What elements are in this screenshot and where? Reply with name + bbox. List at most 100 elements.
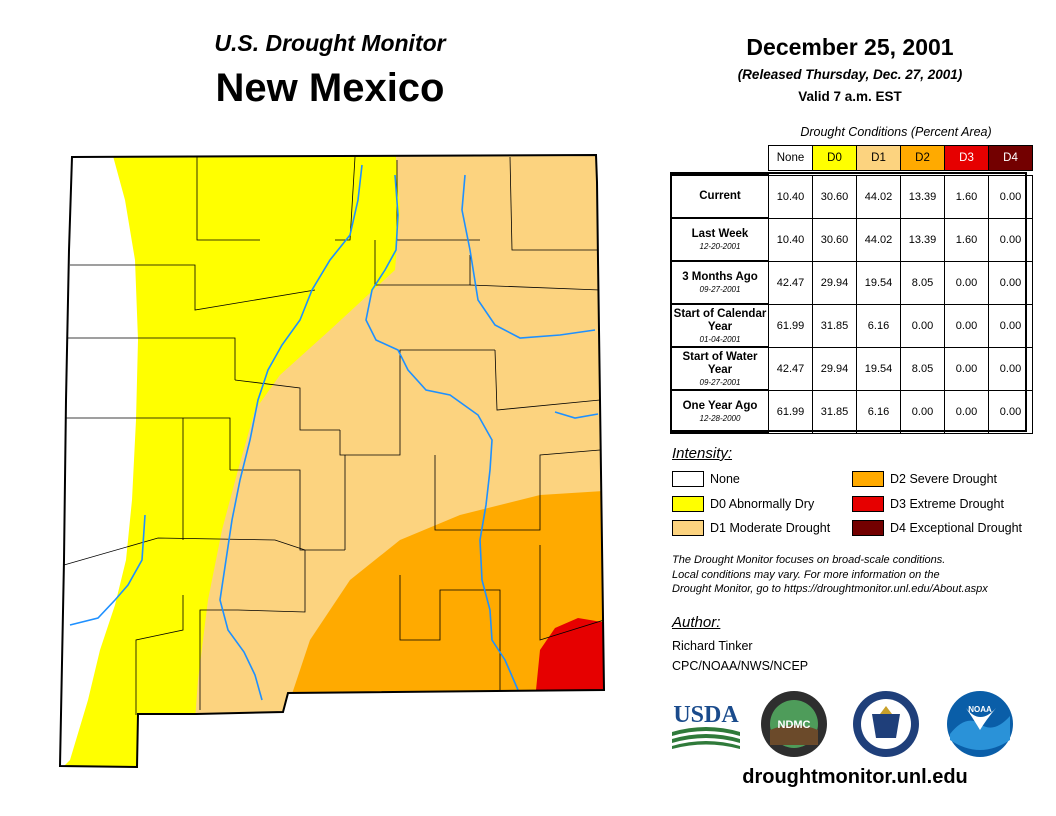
rivers bbox=[69, 164, 599, 701]
legend-label: D4 Exceptional Drought bbox=[890, 521, 1023, 535]
legend-item-d0: D0 Abnormally Dry bbox=[672, 496, 814, 512]
legend-label: None bbox=[710, 472, 740, 486]
ndmc-logo-text: NDMC bbox=[778, 719, 811, 731]
table-row: Last Week 12-20-2001 10.40 30.60 44.02 13… bbox=[670, 217, 1033, 262]
table-cell: 30.60 bbox=[812, 174, 857, 219]
table-cell: 0.00 bbox=[988, 389, 1033, 434]
row-label: Last Week bbox=[691, 228, 749, 240]
footer-url[interactable]: droughtmonitor.unl.edu bbox=[742, 766, 968, 788]
legend-item-d3: D3 Extreme Drought bbox=[852, 496, 1004, 512]
legend-item-d4: D4 Exceptional Drought bbox=[852, 520, 1022, 536]
table-cell: 44.02 bbox=[856, 174, 901, 219]
legend-swatch bbox=[672, 471, 704, 487]
table-cell: 13.39 bbox=[900, 217, 945, 262]
legend-swatch bbox=[852, 520, 884, 536]
noaa-logo-text: NOAA bbox=[968, 705, 992, 714]
table-cell: 0.00 bbox=[988, 346, 1033, 391]
legend-label: D2 Severe Drought bbox=[890, 472, 998, 486]
table-cell: 1.60 bbox=[944, 217, 989, 262]
table-row: One Year Ago 12-28-2000 61.99 31.85 6.16 … bbox=[670, 389, 1033, 434]
legend-swatch bbox=[672, 520, 704, 536]
d2-area bbox=[290, 490, 604, 700]
table-header-row: None D0 D1 D2 D3 D4 bbox=[671, 145, 1033, 171]
table-cell: 0.00 bbox=[944, 346, 989, 391]
ndmc-logo: NDMC bbox=[761, 691, 827, 757]
legend-swatch bbox=[672, 496, 704, 512]
row-label: 3 Months Ago bbox=[682, 271, 758, 283]
legend-label: D0 Abnormally Dry bbox=[710, 497, 815, 511]
table-row: 3 Months Ago 09-27-2001 42.47 29.94 19.54… bbox=[670, 260, 1033, 305]
col-header-d4: D4 bbox=[988, 145, 1033, 171]
row-label: Start of Water Year bbox=[682, 350, 758, 376]
table-cell: 0.00 bbox=[944, 389, 989, 434]
table-cell: 44.02 bbox=[856, 217, 901, 262]
map-title: New Mexico bbox=[215, 66, 445, 110]
col-header-d3: D3 bbox=[944, 145, 989, 171]
table-cell: 0.00 bbox=[988, 303, 1033, 348]
row-date: 09-27-2001 bbox=[699, 377, 741, 387]
legend-item-d1: D1 Moderate Drought bbox=[672, 520, 830, 536]
col-header-d1: D1 bbox=[856, 145, 901, 171]
table-cell: 29.94 bbox=[812, 260, 857, 305]
table-cell: 0.00 bbox=[944, 260, 989, 305]
table-cell: 19.54 bbox=[856, 346, 901, 391]
table-cell: 13.39 bbox=[900, 174, 945, 219]
col-header-d0: D0 bbox=[812, 145, 857, 171]
table-cell: 1.60 bbox=[944, 174, 989, 219]
table-cell: 8.05 bbox=[900, 346, 945, 391]
table-cell: 29.94 bbox=[812, 346, 857, 391]
table-cell: 8.05 bbox=[900, 260, 945, 305]
author-block: Richard Tinker CPC/NOAA/NWS/NCEP bbox=[672, 636, 808, 676]
legend-item-d2: D2 Severe Drought bbox=[852, 471, 997, 487]
legend-title: Intensity: bbox=[672, 445, 733, 462]
author-title: Author: bbox=[672, 614, 721, 631]
table-cell: 0.00 bbox=[988, 174, 1033, 219]
table-cell: 0.00 bbox=[944, 303, 989, 348]
doc-seal-logo bbox=[853, 691, 919, 757]
none-area bbox=[60, 155, 138, 767]
legend-item-none: None bbox=[672, 471, 740, 487]
table-cell: 10.40 bbox=[768, 174, 813, 219]
valid-time: Valid 7 a.m. EST bbox=[798, 89, 902, 104]
table-cell: 31.85 bbox=[812, 389, 857, 434]
row-date: 12-20-2001 bbox=[699, 242, 741, 251]
usda-logo-text: USDA bbox=[673, 702, 739, 728]
usda-logo: USDA bbox=[672, 702, 740, 749]
monitor-note: The Drought Monitor focuses on broad-sca… bbox=[672, 554, 988, 595]
table-cell: 61.99 bbox=[768, 389, 813, 434]
drought-conditions-table: None D0 D1 D2 D3 D4 Current 10.40 30.60 … bbox=[670, 145, 1033, 434]
table-row: Start of Water Year 09-27-2001 42.47 29.9… bbox=[670, 346, 1033, 391]
col-header-none: None bbox=[768, 145, 813, 171]
author-org: CPC/NOAA/NWS/NCEP bbox=[672, 659, 809, 673]
legend-label: D1 Moderate Drought bbox=[710, 521, 831, 535]
table-row: Current 10.40 30.60 44.02 13.39 1.60 0.0… bbox=[670, 174, 1033, 219]
map-date: December 25, 2001 bbox=[746, 34, 954, 60]
table-cell: 31.85 bbox=[812, 303, 857, 348]
row-date: 09-27-2001 bbox=[699, 285, 741, 294]
table-cell: 30.60 bbox=[812, 217, 857, 262]
table-cell: 0.00 bbox=[988, 217, 1033, 262]
table-cell: 61.99 bbox=[768, 303, 813, 348]
row-date: 01-04-2001 bbox=[699, 334, 741, 344]
table-cell: 10.40 bbox=[768, 217, 813, 262]
table-cell: 42.47 bbox=[768, 346, 813, 391]
table-cell: 19.54 bbox=[856, 260, 901, 305]
drought-map bbox=[58, 153, 606, 769]
legend-label: D3 Extreme Drought bbox=[890, 497, 1004, 511]
table-row: Start of Calendar Year 01-04-2001 61.99 3… bbox=[670, 303, 1033, 348]
row-date: 12-28-2000 bbox=[699, 414, 741, 423]
drought-areas bbox=[60, 155, 604, 767]
table-cell: 42.47 bbox=[768, 260, 813, 305]
legend-swatch bbox=[852, 496, 884, 512]
d3-area bbox=[535, 618, 604, 700]
row-label: Current bbox=[699, 190, 741, 202]
table-cell: 0.00 bbox=[988, 260, 1033, 305]
table-cell: 6.16 bbox=[856, 389, 901, 434]
map-subtitle: U.S. Drought Monitor bbox=[214, 30, 446, 56]
col-header-d2: D2 bbox=[900, 145, 945, 171]
table-cell: 6.16 bbox=[856, 303, 901, 348]
row-label: Start of Calendar Year bbox=[673, 307, 767, 333]
noaa-logo: NOAA bbox=[947, 691, 1013, 757]
release-note: (Released Thursday, Dec. 27, 2001) bbox=[737, 67, 963, 82]
legend-swatch bbox=[852, 471, 884, 487]
